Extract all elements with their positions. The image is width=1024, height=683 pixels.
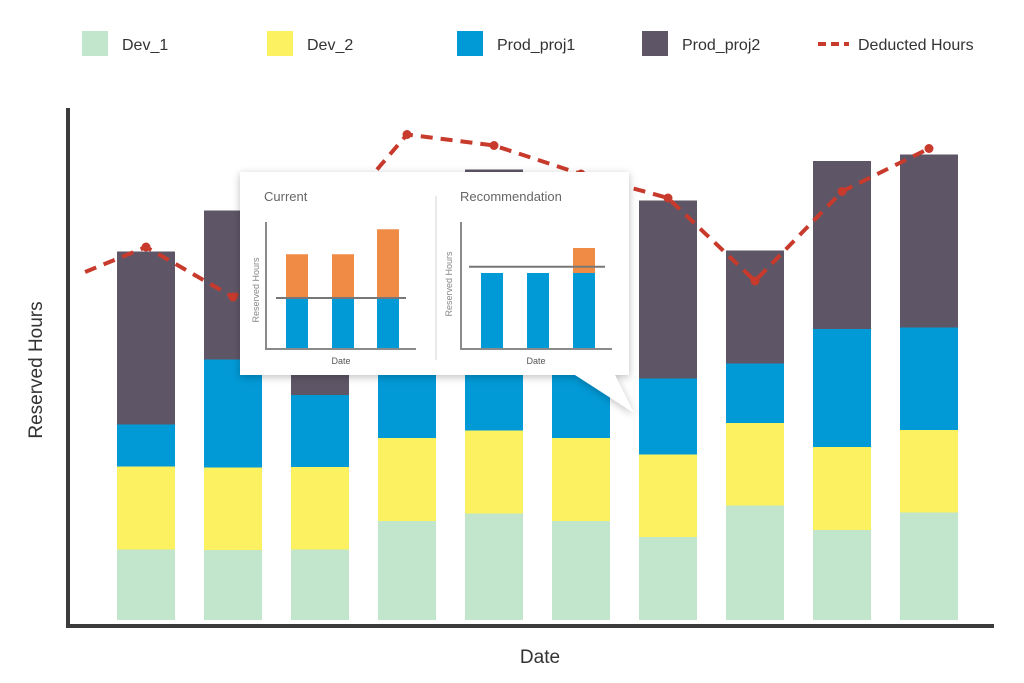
bar-segment-prod-proj1 bbox=[204, 359, 262, 468]
bar-segment-prod-proj1 bbox=[813, 329, 871, 447]
mini-chart-current: Current Date Reserved Hours bbox=[251, 189, 416, 366]
legend-label-dev-1: Dev_1 bbox=[122, 37, 168, 54]
bar-segment-dev-1 bbox=[726, 505, 784, 620]
bar-segment-dev-1 bbox=[639, 537, 697, 620]
legend-swatch-prod-proj1 bbox=[457, 31, 483, 56]
deducted-hours-point bbox=[489, 141, 499, 150]
bar-segment-dev-2 bbox=[378, 438, 436, 521]
bar-segment-dev-1 bbox=[291, 549, 349, 620]
mini-bar-excess bbox=[332, 254, 354, 298]
callout-panel bbox=[240, 172, 634, 413]
bar-segment-dev-1 bbox=[813, 530, 871, 620]
bar-segment-prod-proj2 bbox=[900, 154, 958, 328]
mini-chart-title: Recommendation bbox=[460, 189, 562, 204]
bar-segment-dev-2 bbox=[291, 467, 349, 550]
mini-chart-title: Current bbox=[264, 189, 308, 204]
callout-background bbox=[240, 172, 634, 413]
deducted-hours-point bbox=[663, 193, 673, 203]
mini-bar-base bbox=[573, 273, 595, 348]
mini-y-axis-label: Reserved Hours bbox=[444, 251, 454, 317]
bar-segment-dev-1 bbox=[552, 521, 610, 620]
mini-bar-base bbox=[377, 298, 399, 348]
mini-bar-excess bbox=[286, 254, 308, 298]
bar-segment-dev-1 bbox=[465, 513, 523, 620]
bar-segment-prod-proj2 bbox=[726, 250, 784, 364]
mini-x-axis-label: Date bbox=[526, 356, 545, 366]
bar-segment-dev-2 bbox=[900, 430, 958, 513]
mini-bar-base bbox=[527, 273, 549, 348]
bar-segment-prod-proj2 bbox=[639, 200, 697, 379]
deducted-hours-point bbox=[750, 276, 760, 286]
legend-swatch-dev-1 bbox=[82, 31, 108, 56]
legend-label-dev-2: Dev_2 bbox=[307, 37, 353, 54]
bar-segment-prod-proj1 bbox=[726, 363, 784, 423]
bar-segment-dev-2 bbox=[204, 467, 262, 550]
mini-bar-base bbox=[286, 298, 308, 348]
bar-segment-dev-2 bbox=[117, 466, 175, 550]
bar-segment-dev-2 bbox=[639, 454, 697, 537]
legend-label-deducted-hours: Deducted Hours bbox=[858, 37, 974, 54]
bar-segment-dev-1 bbox=[204, 550, 262, 620]
deducted-hours-point bbox=[228, 292, 238, 302]
deducted-hours-point bbox=[837, 187, 847, 196]
bar-segment-dev-1 bbox=[378, 521, 436, 620]
deducted-hours-point bbox=[924, 144, 934, 153]
deducted-hours-point bbox=[402, 130, 412, 139]
mini-y-axis-label: Reserved Hours bbox=[251, 257, 261, 323]
bar-segment-dev-2 bbox=[465, 430, 523, 514]
mini-chart-recommendation: Recommendation Date Reserved Hours bbox=[444, 189, 612, 366]
legend-swatch-prod-proj2 bbox=[642, 31, 668, 56]
bar-segment-dev-2 bbox=[813, 447, 871, 530]
main-axes: Date Reserved Hours bbox=[26, 108, 994, 668]
bar-segment-prod-proj1 bbox=[117, 424, 175, 467]
bar-segment-dev-1 bbox=[900, 512, 958, 620]
legend-label-prod-proj2: Prod_proj2 bbox=[682, 37, 760, 54]
x-axis-label: Date bbox=[520, 647, 560, 668]
mini-bar-excess bbox=[573, 248, 595, 273]
deducted-hours-point bbox=[141, 242, 151, 252]
legend: Dev_1 Dev_2 Prod_proj1 Prod_proj2 Deducted H… bbox=[82, 31, 974, 56]
bar-segment-prod-proj1 bbox=[291, 395, 349, 467]
bar-segment-dev-1 bbox=[117, 549, 175, 620]
bar-segment-prod-proj1 bbox=[900, 327, 958, 430]
y-axis-label: Reserved Hours bbox=[26, 301, 47, 438]
legend-swatch-dev-2 bbox=[267, 31, 293, 56]
bar-segment-dev-2 bbox=[726, 423, 784, 506]
bar-segment-dev-2 bbox=[552, 438, 610, 521]
bar-segment-prod-proj2 bbox=[117, 251, 175, 425]
mini-bar-base bbox=[481, 273, 503, 348]
legend-label-prod-proj1: Prod_proj1 bbox=[497, 37, 575, 54]
bar-segment-prod-proj1 bbox=[639, 378, 697, 455]
bar-segment-prod-proj2 bbox=[813, 161, 871, 329]
mini-bar-base bbox=[332, 298, 354, 348]
mini-bar-excess bbox=[377, 229, 399, 298]
mini-x-axis-label: Date bbox=[331, 356, 350, 366]
